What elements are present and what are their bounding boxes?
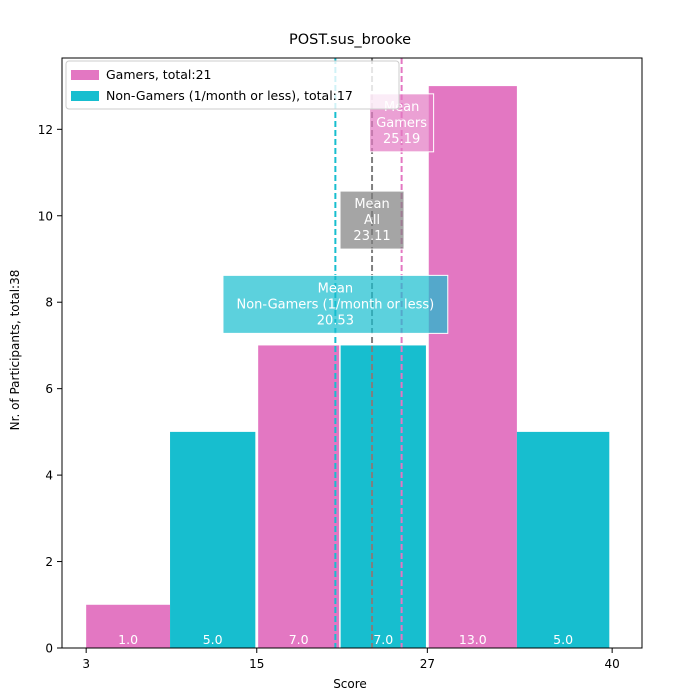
mean-box-non-gamers-line-0: Mean [318,281,353,296]
x-tick-label-27: 27 [420,657,435,671]
bar-gamers-2 [258,345,340,648]
mean-box-non-gamers [222,274,449,334]
y-tick-label-6: 6 [45,382,53,396]
y-tick-label-8: 8 [45,296,53,310]
x-tick-label-3: 3 [82,657,90,671]
legend-swatch-gamers [71,70,99,80]
bar-value-label-5: 5.0 [553,632,573,647]
mean-box-all-line-1: All [364,213,380,228]
mean-box-non-gamers-line-2: 20.53 [317,313,354,328]
bar-non-gamers-3 [340,345,426,648]
mean-box-gamers-line-1: Gamers [376,116,427,131]
x-tick-label-15: 15 [249,657,264,671]
x-axis-label: Score [333,677,367,691]
mean-box-gamers-line-2: 25.19 [383,132,420,147]
y-tick-label-12: 12 [38,123,53,137]
bar-gamers-0 [86,604,171,648]
y-tick-label-0: 0 [45,642,53,656]
mean-box-non-gamers-line-1: Non-Gamers (1/month or less) [236,297,434,312]
mean-box-all-line-2: 23.11 [353,229,390,244]
mean-box-all-line-0: Mean [354,197,389,212]
bar-value-label-1: 5.0 [203,632,223,647]
bar-value-label-0: 1.0 [118,632,138,647]
bar-value-label-3: 7.0 [373,632,393,647]
x-tick-label-40: 40 [605,657,620,671]
y-tick-label-2: 2 [45,555,53,569]
bar-gamers-4 [428,86,517,649]
chart-title: POST.sus_brooke [289,32,411,48]
legend-label-gamers: Gamers, total:21 [106,67,212,82]
legend-swatch-non-gamers [71,91,99,101]
y-tick-label-10: 10 [38,209,53,223]
bar-value-label-4: 13.0 [459,632,487,647]
bar-non-gamers-1 [170,431,256,648]
y-axis-label: Nr. of Participants, total:38 [8,270,22,431]
mean-box-all [339,190,405,250]
plot-frame [61,57,643,649]
bar-non-gamers-5 [516,431,610,648]
y-tick-label-4: 4 [45,469,53,483]
bar-value-label-2: 7.0 [289,632,309,647]
legend [65,60,400,110]
legend-label-non-gamers: Non-Gamers (1/month or less), total:17 [106,88,353,103]
